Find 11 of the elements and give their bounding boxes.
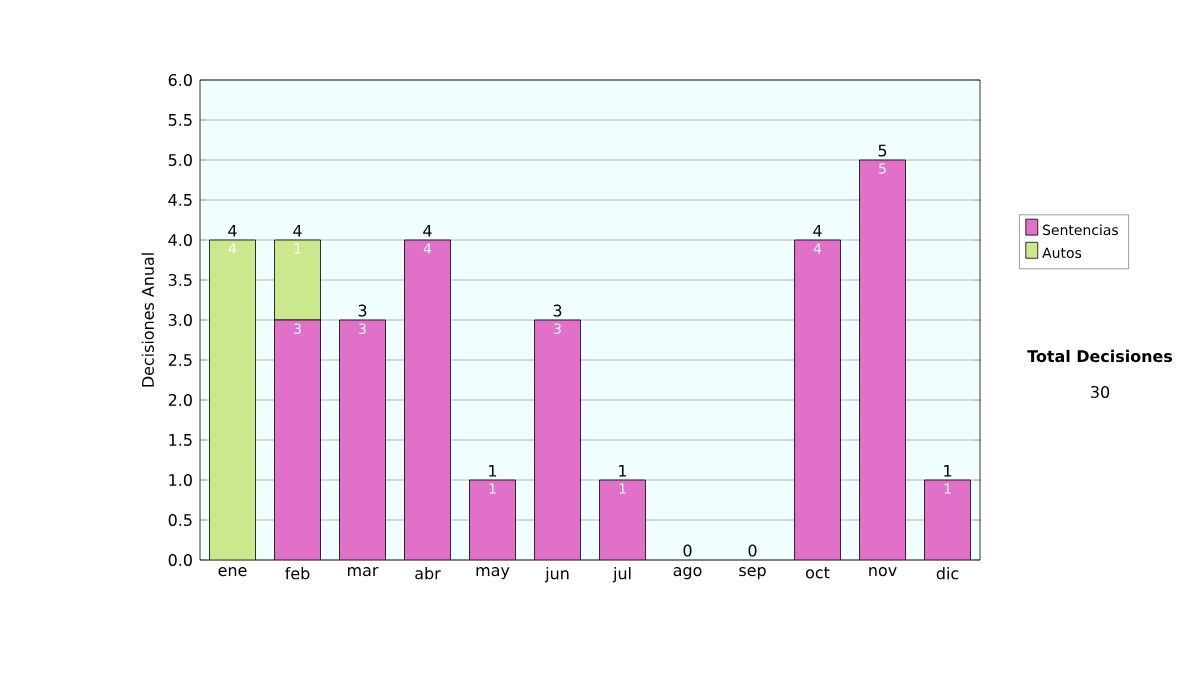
bar	[404, 240, 451, 560]
bar	[534, 320, 581, 560]
bar	[924, 479, 971, 560]
bar	[794, 239, 841, 560]
bar	[859, 159, 906, 560]
bar	[274, 320, 321, 560]
bar	[599, 480, 646, 560]
bar	[469, 480, 516, 560]
bar	[274, 239, 321, 321]
bar	[209, 240, 256, 560]
bar	[339, 320, 386, 560]
